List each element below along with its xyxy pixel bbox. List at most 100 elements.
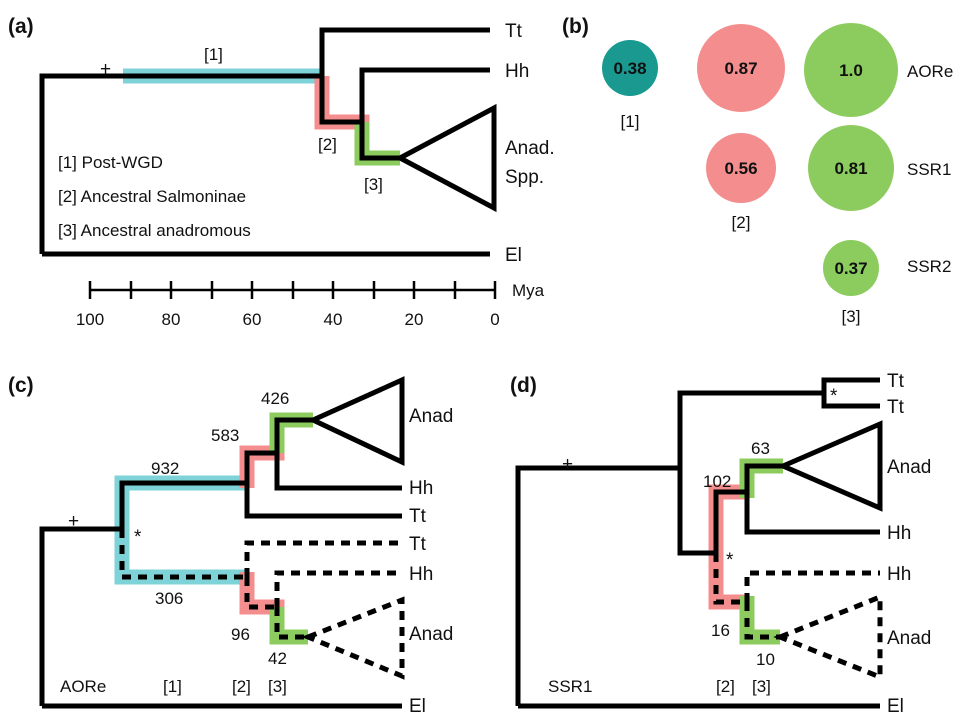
row-label-ssr2: SSR2 (907, 257, 951, 276)
tree-d-tt2-branch (821, 393, 880, 409)
time-tick-label: 80 (162, 310, 181, 329)
tree-d-dup-node-branch (677, 468, 716, 556)
taxon-tt1-d: Tt (887, 371, 905, 392)
tree-d-dup-anad-branch (744, 602, 780, 640)
duplication-star-c: * (134, 527, 142, 548)
tree-d-tt-pair-branch (677, 390, 824, 468)
anadromous-highlight-c2 (269, 607, 308, 645)
column-label-3: [3] (842, 307, 861, 326)
footer-node-1-c: [1] (163, 677, 182, 696)
panel-a-tag: (a) (8, 15, 34, 38)
salmoninae-highlight-d (708, 484, 745, 610)
row-label-aore: AORe (907, 62, 953, 81)
method-label-ssr1: SSR1 (548, 677, 592, 696)
tree-a-tt-branch (319, 27, 490, 76)
tree-d-salmoninae-branch (713, 489, 747, 553)
count-426: 426 (261, 389, 289, 408)
taxon-tt-dup-c: Tt (409, 534, 427, 555)
bubble-post-wgd-aore-value: 0.38 (613, 59, 646, 78)
tree-c-dup-anad-branch (274, 607, 308, 640)
panel-a: (a) + [1] [2] [3] Tt Hh Anad. Spp. El [1… (8, 15, 555, 329)
tree-c-tt-branch (244, 483, 402, 519)
panel-b: (b) 0.38 0.87 1.0 0.56 0.81 0.37 AORe SS… (562, 15, 953, 326)
duplication-star-d: * (726, 550, 734, 571)
tree-c-anad-branch (274, 417, 313, 453)
tree-d-tt1-branch (821, 377, 880, 393)
taxon-anad-dup-c: Anad (409, 624, 453, 645)
legend-item-2: [2] Ancestral Salmoninae (58, 187, 246, 206)
anadromous-highlight-d (739, 458, 783, 498)
column-label-2: [2] (732, 213, 751, 232)
tree-d-anad-branch (744, 463, 783, 492)
legend-item-1: [1] Post-WGD (58, 153, 163, 172)
tree-a-salmoninae-branch (319, 76, 362, 125)
count-583: 583 (211, 426, 239, 445)
anad-clade-triangle-d (776, 420, 883, 512)
tree-c-salmoninae-branch (244, 450, 277, 483)
anadromous-highlight-d2 (739, 596, 780, 645)
wgd-plus-marker-d: + (562, 454, 573, 475)
count-102: 102 (703, 472, 731, 491)
node-label-1: [1] (204, 45, 223, 64)
method-label-aore: AORe (60, 677, 106, 696)
node-label-2: [2] (318, 135, 337, 154)
taxon-anad-dup-d: Anad (887, 628, 931, 649)
tree-c-dup-hh-branch (274, 570, 402, 607)
panel-c: (c) + * 426 583 932 306 96 42 Anad Hh Tt (8, 374, 453, 717)
tree-a-hh-branch (359, 67, 490, 122)
taxon-hh-dup-c: Hh (409, 564, 433, 585)
count-63: 63 (751, 439, 770, 458)
taxon-hh-d: Hh (887, 523, 911, 544)
time-tick-label: 60 (243, 310, 262, 329)
taxon-anad: Anad. (505, 138, 555, 159)
anadromous-clade-triangle (394, 103, 497, 213)
anad-clade-triangle-c (307, 376, 405, 466)
row-label-ssr1: SSR1 (907, 160, 951, 179)
tree-d-hh-branch (744, 492, 880, 535)
taxon-hh-c: Hh (409, 478, 433, 499)
anadromous-highlight-c (269, 412, 313, 453)
taxon-tt-c: Tt (409, 506, 427, 527)
taxon-el: El (505, 245, 522, 266)
wgd-plus-marker: + (100, 59, 111, 80)
tt-pair-star-d: * (830, 386, 838, 407)
time-tick-label: 20 (405, 310, 424, 329)
bubble-anadromous-aore (804, 23, 898, 117)
tree-a-root-branch (39, 73, 322, 254)
count-42: 42 (268, 649, 287, 668)
bubble-anadromous-ssr1 (808, 125, 894, 211)
bubble-anadromous-aore-value: 1.0 (839, 61, 863, 80)
count-932: 932 (151, 459, 179, 478)
footer-node-2-d: [2] (716, 677, 735, 696)
count-306: 306 (155, 589, 183, 608)
anad-clade-triangle-d-dup (773, 593, 883, 681)
tree-d-dup-hh-branch (744, 570, 880, 602)
anad-clade-triangle-c-dup (301, 596, 405, 680)
bubble-salmoninae-ssr1 (706, 133, 776, 203)
bubble-salmoninae-aore (697, 24, 785, 112)
bubble-salmoninae-ssr1-value: 0.56 (724, 159, 757, 178)
tree-c-dup-tt-branch (244, 540, 402, 577)
time-tick-label: 100 (76, 310, 104, 329)
tree-d-dup-salmoninae-branch (713, 553, 747, 605)
panel-d-tag: (d) (510, 374, 537, 397)
panel-b-tag: (b) (562, 15, 589, 38)
tree-c-hh-branch (274, 453, 402, 491)
taxon-el-c: El (409, 696, 426, 717)
tree-c-dup-root-branch (119, 529, 247, 580)
taxon-anad-d: Anad (887, 457, 931, 478)
taxon-hh: Hh (505, 61, 529, 82)
taxon-spp: Spp. (505, 167, 544, 188)
footer-node-3-c: [3] (268, 677, 287, 696)
count-96: 96 (231, 625, 250, 644)
bubble-anadromous-ssr2 (823, 240, 879, 296)
bubble-post-wgd-aore (602, 40, 658, 96)
taxon-tt2-d: Tt (887, 397, 905, 418)
taxon-el-d: El (887, 696, 904, 717)
bubble-anadromous-ssr2-value: 0.37 (834, 259, 867, 278)
legend-item-3: [3] Ancestral anadromous (58, 221, 251, 240)
bubble-anadromous-ssr1-value: 0.81 (834, 159, 867, 178)
count-10: 10 (756, 650, 775, 669)
tree-c-dup-salmoninae-branch (244, 577, 277, 610)
